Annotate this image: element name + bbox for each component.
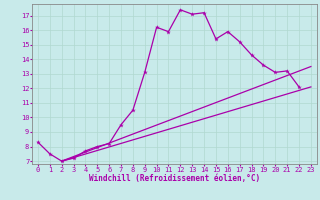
X-axis label: Windchill (Refroidissement éolien,°C): Windchill (Refroidissement éolien,°C) (89, 174, 260, 183)
